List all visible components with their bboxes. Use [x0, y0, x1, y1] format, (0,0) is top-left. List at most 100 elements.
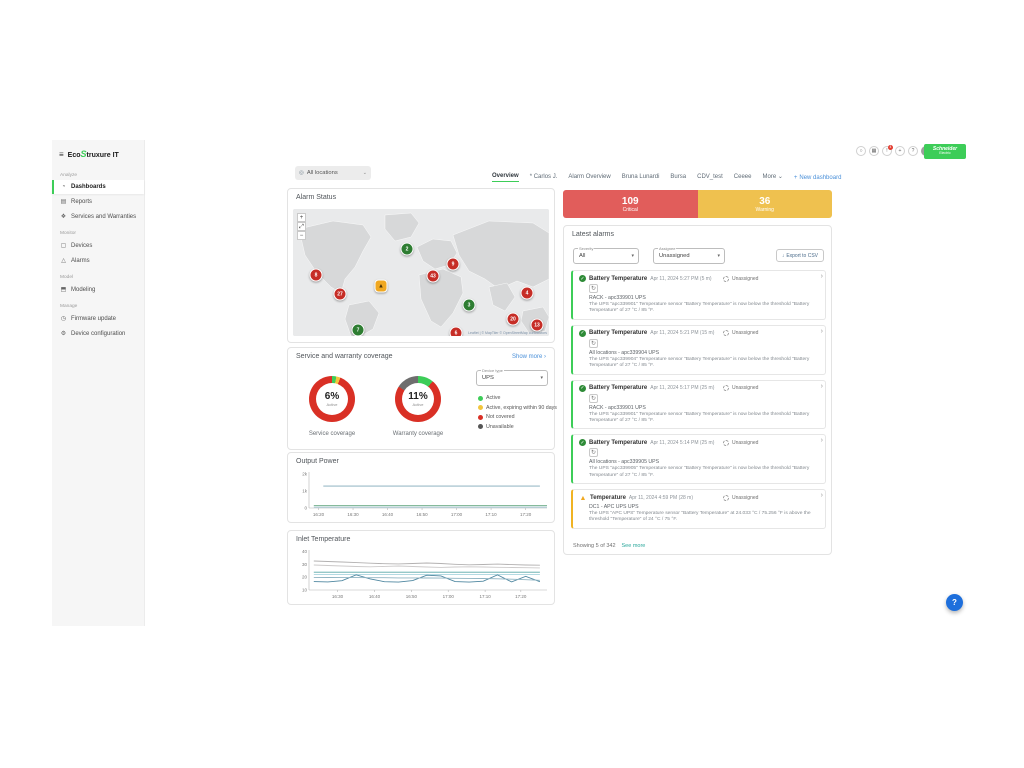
map-fit-button[interactable]: ⤢ [297, 222, 306, 231]
recurrence-icon[interactable]: ↻ [589, 393, 598, 403]
unassigned-person-icon [723, 495, 729, 501]
svg-text:1k: 1k [302, 488, 308, 493]
map-marker-ok[interactable]: 3 [462, 298, 476, 312]
map-continents [293, 209, 549, 336]
series-sensor-5 [313, 574, 541, 583]
tab-alarm-overview[interactable]: Alarm Overview [568, 173, 611, 180]
alarm-item[interactable]: ✓ Battery Temperature Apr 11, 2024 5:17 … [571, 379, 826, 430]
schneider-electric-logo[interactable]: Schneider Electric [924, 144, 966, 159]
alarm-message: The UPS "apc339904" Temperature sensor "… [589, 356, 810, 369]
tab-bruna-lunardi[interactable]: Bruna Lunardi [621, 173, 660, 180]
alarm-expand-chevron-icon[interactable]: › [820, 273, 823, 280]
see-more-link[interactable]: See more [621, 543, 646, 549]
alarm-message: The UPS "apc339905" Temperature sensor "… [589, 466, 810, 478]
sidebar-item-label: Modeling [71, 286, 96, 293]
map-marker-ok[interactable]: 2 [400, 242, 414, 256]
map-marker-critical[interactable]: 6 [449, 326, 463, 336]
legend-dot-icon [478, 414, 483, 420]
new-dashboard-button[interactable]: + New dashboard [793, 174, 842, 181]
severity-filter-select[interactable]: Severity All ▾ [573, 246, 639, 264]
svg-text:17:20: 17:20 [520, 512, 532, 517]
svg-text:2k: 2k [302, 471, 308, 476]
sidebar-item-device-configuration[interactable]: ⚙ Device configuration [52, 326, 144, 341]
sidebar-item-modeling[interactable]: ⬒ Modeling [52, 282, 144, 297]
legend-item: Active, expiring within 90 days [478, 405, 557, 411]
alarm-assignee-chip[interactable]: Unassigned [723, 275, 759, 282]
world-map[interactable]: + ⤢ − Leaflet | © MapTiler © OpenStreetM… [293, 209, 549, 336]
tab-more-[interactable]: More ⌄ [762, 174, 783, 180]
service-coverage-donut[interactable]: 6% Active [309, 376, 355, 422]
apps-icon[interactable]: ▦ [869, 146, 879, 156]
hamburger-menu-icon[interactable]: ≡ [59, 149, 64, 159]
alarm-item[interactable]: ✓ Battery Temperature Apr 11, 2024 5:21 … [571, 324, 826, 375]
critical-alarms-banner[interactable]: 109 Critical [563, 190, 698, 218]
map-attribution[interactable]: Leaflet | © MapTiler © OpenStreetMap con… [468, 331, 547, 335]
sidebar-item-alarms[interactable]: △ Alarms [52, 253, 144, 268]
recurrence-icon[interactable]: ↻ [589, 448, 598, 458]
alarm-assignee-chip[interactable]: Unassigned [723, 385, 758, 391]
notifications-icon[interactable]: ! 4 [882, 145, 893, 156]
legend-item: Unavailable [478, 424, 557, 430]
svg-text:17:10: 17:10 [485, 512, 497, 517]
alarm-assignee-label: Unassigned [732, 385, 759, 391]
show-more-link[interactable]: Show more › [511, 354, 546, 360]
device-type-select[interactable]: Device type UPS ▾ [476, 368, 548, 386]
map-marker-critical[interactable]: 13 [530, 318, 544, 332]
output-power-chart[interactable]: 2k 1k 0 16:20 16:30 16:40 16:50 17:00 17:10 17:20 [293, 468, 551, 520]
alarm-item[interactable]: ✓ Battery Temperature Apr 11, 2024 5:27 … [571, 270, 826, 320]
alarm-assignee-label: Unassigned [732, 275, 759, 282]
alarm-assignee-chip[interactable]: Unassigned [723, 439, 759, 446]
svg-text:16:40: 16:40 [369, 594, 381, 599]
export-to-csv-button[interactable]: ↓ Export to CSV [775, 249, 824, 262]
inlet-temperature-chart[interactable]: 40 30 20 10 16:30 16:40 16:50 17:00 17:10 17:20 [293, 546, 551, 602]
recurrence-icon[interactable]: ↻ [589, 338, 598, 348]
map-marker-critical[interactable]: 4 [520, 286, 534, 300]
tab-overview[interactable]: Overview [492, 173, 519, 182]
alarm-assignee-chip[interactable]: Unassigned [723, 495, 758, 501]
sidebar-item-services-and-warranties[interactable]: ❖ Services and Warranties [52, 209, 144, 224]
assignee-filter-select[interactable]: Assignee Unassigned ▾ [653, 246, 725, 264]
legend-item: Active [478, 395, 557, 401]
alarm-assignee-chip[interactable]: Unassigned [723, 330, 758, 337]
alarm-expand-chevron-icon[interactable]: › [820, 382, 823, 390]
search-icon[interactable]: ○ [856, 146, 866, 156]
tab-ceeee[interactable]: Ceeee [733, 173, 752, 180]
tab--carlos-j-[interactable]: * Carlos J. [529, 173, 558, 180]
warranty-coverage-percent: 11% [408, 391, 428, 402]
series-sensor-2 [313, 564, 540, 569]
alarm-expand-chevron-icon[interactable]: › [820, 492, 823, 499]
recurrence-icon[interactable]: ↻ [589, 284, 598, 293]
map-marker-ok[interactable]: 7 [351, 323, 365, 336]
map-zoom-in-button[interactable]: + [297, 213, 306, 222]
help-icon[interactable]: ? [908, 146, 918, 156]
tools-icon[interactable]: + [895, 146, 905, 156]
map-marker-critical[interactable]: 9 [446, 257, 460, 271]
warranty-coverage-donut[interactable]: 11% Active [395, 376, 441, 422]
tab-bursa[interactable]: Bursa [670, 173, 687, 180]
map-marker-critical[interactable]: 8 [309, 268, 323, 282]
sidebar-item-firmware-update[interactable]: ◷ Firmware update [52, 311, 144, 326]
map-marker-critical[interactable]: 43 [426, 269, 440, 283]
map-marker-critical[interactable]: 27 [333, 287, 347, 301]
device-type-label: Device type [481, 368, 504, 373]
alarm-item[interactable]: ▲ Temperature Apr 11, 2024 4:59 PM (28 m… [571, 489, 826, 529]
alarm-expand-chevron-icon[interactable]: › [820, 437, 823, 445]
sidebar-item-reports[interactable]: ▤ Reports [52, 194, 144, 209]
tab-cdv-test[interactable]: CDV_test [697, 173, 723, 180]
alarm-expand-chevron-icon[interactable]: › [820, 327, 823, 335]
map-zoom-out-button[interactable]: − [297, 231, 306, 240]
severity-filter-label: Severity [578, 246, 595, 251]
alarm-assignee-label: Unassigned [732, 439, 759, 446]
output-power-title: Output Power [296, 458, 339, 465]
legend-label: Active [486, 395, 501, 401]
location-selector[interactable]: ◎ All locations ⌄ [295, 166, 371, 180]
help-fab-button[interactable]: ? [946, 594, 963, 611]
modeling-icon: ⬒ [60, 287, 67, 293]
sidebar-item-dashboards[interactable]: ◔ Dashboards [52, 180, 144, 194]
sidebar-section-label: Model [60, 275, 74, 280]
alarm-item[interactable]: ✓ Battery Temperature Apr 11, 2024 5:14 … [571, 434, 826, 484]
map-marker-warning[interactable]: ▲ [374, 279, 388, 293]
sidebar-item-devices[interactable]: ▢ Devices [52, 238, 144, 253]
warning-alarms-banner[interactable]: 36 Warning [697, 190, 832, 218]
map-marker-critical[interactable]: 20 [506, 312, 520, 326]
